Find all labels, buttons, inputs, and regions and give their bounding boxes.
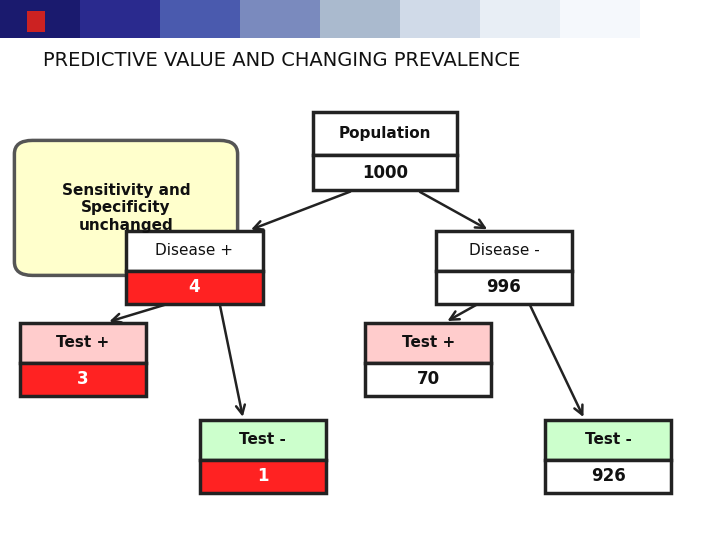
Bar	[436, 271, 572, 303]
Bar	[126, 271, 263, 303]
Bar	[199, 420, 325, 460]
Bar	[400, 0, 480, 38]
Bar	[365, 322, 491, 363]
Bar	[6, 11, 24, 32]
Bar	[240, 0, 320, 38]
FancyBboxPatch shape	[14, 140, 238, 275]
Text: Test +: Test +	[56, 335, 109, 350]
Text: 1: 1	[257, 467, 269, 485]
Text: PREDICTIVE VALUE AND CHANGING PREVALENCE: PREDICTIVE VALUE AND CHANGING PREVALENCE	[43, 51, 521, 70]
Text: 3: 3	[77, 370, 89, 388]
Text: Population: Population	[339, 126, 431, 141]
Bar	[640, 0, 720, 38]
Bar	[313, 155, 457, 191]
Bar	[80, 0, 160, 38]
Bar	[27, 11, 45, 32]
Text: Test -: Test -	[239, 433, 287, 448]
Bar	[20, 322, 145, 363]
Text: Disease +: Disease +	[156, 244, 233, 259]
Bar	[160, 0, 240, 38]
Text: 926: 926	[591, 467, 626, 485]
Bar	[313, 112, 457, 155]
Text: 996: 996	[487, 278, 521, 296]
Text: 4: 4	[189, 278, 200, 296]
Text: 1000: 1000	[362, 164, 408, 182]
Text: Test +: Test +	[402, 335, 455, 350]
Text: Disease -: Disease -	[469, 244, 539, 259]
Text: Sensitivity and
Specificity
unchanged: Sensitivity and Specificity unchanged	[62, 183, 190, 233]
Bar	[560, 0, 640, 38]
Bar	[546, 420, 671, 460]
Bar	[480, 0, 560, 38]
Bar	[20, 363, 145, 395]
Bar	[199, 460, 325, 492]
Bar	[126, 231, 263, 271]
Bar	[436, 231, 572, 271]
Text: Test -: Test -	[585, 433, 632, 448]
Bar	[320, 0, 400, 38]
Bar	[546, 460, 671, 492]
Text: 70: 70	[417, 370, 440, 388]
Bar	[365, 363, 491, 395]
Bar	[0, 0, 80, 38]
